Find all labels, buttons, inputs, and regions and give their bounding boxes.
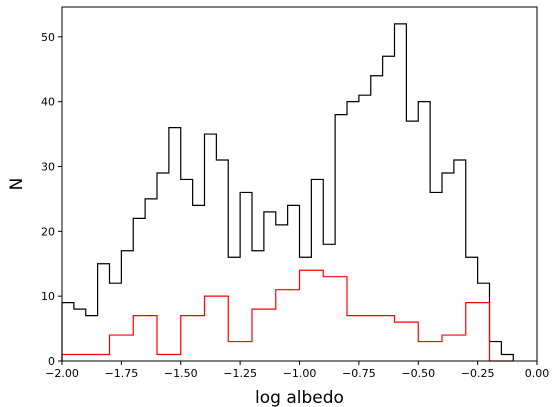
series-layer (61, 23, 514, 362)
y-tick-label: 30 (41, 160, 55, 173)
x-axis-label: log albedo (255, 388, 344, 407)
histogram-series-2 (61, 269, 514, 362)
x-tick-label: −2.00 (45, 367, 79, 380)
x-tick-label: −1.00 (283, 367, 317, 380)
y-tick-label: 40 (41, 96, 55, 109)
y-tick-label: 50 (41, 31, 55, 44)
y-axis: 0 10 20 30 40 50 (41, 31, 62, 368)
y-axis-label: N (7, 178, 27, 191)
x-tick-label: 0.00 (525, 367, 550, 380)
x-axis: −2.00 −1.75 −1.50 −1.25 −1.00 −0.75 −0.50 −0.25… (45, 361, 549, 380)
x-tick-label: −1.50 (164, 367, 198, 380)
x-tick-label: −0.75 (342, 367, 376, 380)
histogram-series-1 (61, 23, 514, 361)
x-tick-label: −1.25 (223, 367, 257, 380)
y-tick-label: 0 (48, 355, 55, 368)
y-tick-label: 10 (41, 290, 55, 303)
x-tick-label: −1.75 (105, 367, 139, 380)
x-tick-label: −0.25 (461, 367, 495, 380)
x-tick-label: −0.50 (401, 367, 435, 380)
y-tick-label: 20 (41, 225, 55, 238)
